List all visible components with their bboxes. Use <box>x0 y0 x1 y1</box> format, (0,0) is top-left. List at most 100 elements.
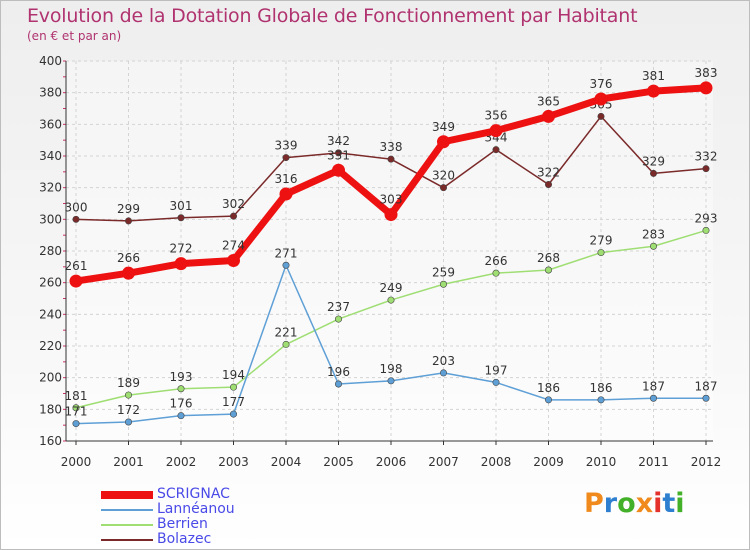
data-point-bolazec <box>544 181 552 189</box>
data-label-bolazec: 301 <box>170 199 193 213</box>
legend-label-bolazec: Bolazec <box>157 531 212 547</box>
data-label-lanneanou: 172 <box>117 403 140 417</box>
y-tick-label: 300 <box>39 212 62 226</box>
data-label-bolazec: 299 <box>117 202 140 216</box>
data-point-bolazec <box>230 212 238 220</box>
x-tick-label: 2011 <box>638 455 669 469</box>
logo-letter: o <box>617 488 636 519</box>
data-label-scrignac: 274 <box>222 239 245 253</box>
data-point-lanneanou <box>597 396 605 404</box>
logo-letter: t <box>662 488 676 519</box>
data-point-lanneanou <box>702 394 710 402</box>
data-point-lanneanou <box>492 378 500 386</box>
data-point-berrien <box>544 266 552 274</box>
data-label-bolazec: 302 <box>222 197 245 211</box>
data-label-berrien: 193 <box>170 370 193 384</box>
data-point-scrignac <box>437 135 450 149</box>
logo-letter: P <box>584 488 604 519</box>
data-point-berrien <box>597 249 605 257</box>
data-point-bolazec <box>387 155 395 163</box>
data-point-scrignac <box>647 84 660 98</box>
data-label-berrien: 194 <box>222 368 245 382</box>
legend-swatch-lanneanou <box>101 509 153 511</box>
data-label-lanneanou: 177 <box>222 395 245 409</box>
data-label-lanneanou: 176 <box>170 397 193 411</box>
data-point-lanneanou <box>72 420 80 428</box>
data-point-lanneanou <box>230 410 238 418</box>
data-label-berrien: 189 <box>117 376 140 390</box>
data-label-scrignac: 381 <box>642 69 665 83</box>
data-label-scrignac: 272 <box>170 242 193 256</box>
data-label-berrien: 268 <box>537 251 560 265</box>
data-point-scrignac <box>122 266 135 280</box>
data-label-bolazec: 338 <box>380 140 403 154</box>
data-point-bolazec <box>702 165 710 173</box>
data-label-berrien: 266 <box>485 254 508 268</box>
data-point-scrignac <box>69 274 83 288</box>
data-point-scrignac <box>332 163 345 177</box>
x-tick-label: 2002 <box>166 455 197 469</box>
data-point-bolazec <box>177 214 185 222</box>
data-point-scrignac <box>489 124 503 138</box>
data-point-lanneanou <box>544 396 552 404</box>
y-tick-label: 220 <box>39 339 62 353</box>
y-tick-label: 320 <box>39 181 62 195</box>
data-label-berrien: 283 <box>642 227 665 241</box>
x-tick-label: 2009 <box>533 455 564 469</box>
y-tick-label: 400 <box>39 54 62 68</box>
data-point-berrien <box>72 404 80 412</box>
data-label-lanneanou: 186 <box>590 381 613 395</box>
data-point-bolazec <box>72 215 80 223</box>
data-point-lanneanou <box>282 261 290 269</box>
data-label-bolazec: 332 <box>695 150 718 164</box>
legend-swatch-bolazec <box>101 539 153 541</box>
data-point-bolazec <box>282 154 290 162</box>
logo-letter: i <box>653 488 663 519</box>
data-point-scrignac <box>174 257 188 271</box>
data-label-lanneanou: 203 <box>432 354 455 368</box>
data-label-bolazec: 320 <box>432 169 455 183</box>
data-label-scrignac: 331 <box>327 148 350 162</box>
x-tick-label: 2006 <box>376 455 407 469</box>
chart-subtitle: (en € et par an) <box>27 29 122 43</box>
data-label-bolazec: 339 <box>275 139 298 153</box>
data-point-scrignac <box>384 208 398 222</box>
data-point-lanneanou <box>387 377 395 385</box>
data-label-berrien: 249 <box>380 281 403 295</box>
x-tick-label: 2012 <box>691 455 722 469</box>
data-point-berrien <box>230 383 238 391</box>
data-label-bolazec: 342 <box>327 134 350 148</box>
x-tick-label: 2004 <box>271 455 302 469</box>
y-tick-label: 380 <box>39 86 62 100</box>
y-tick-label: 360 <box>39 117 62 131</box>
y-tick-label: 280 <box>39 244 62 258</box>
y-tick-label: 240 <box>39 307 62 321</box>
data-label-lanneanou: 187 <box>695 379 718 393</box>
data-label-scrignac: 349 <box>432 120 455 134</box>
data-label-bolazec: 300 <box>65 200 88 214</box>
data-point-bolazec <box>649 169 657 177</box>
logo-letter: x <box>635 488 654 519</box>
data-point-berrien <box>177 385 185 393</box>
data-label-scrignac: 261 <box>65 259 88 273</box>
legend-label-lanneanou: Lannéanou <box>157 501 235 517</box>
data-point-berrien <box>702 226 710 234</box>
data-label-scrignac: 266 <box>117 251 140 265</box>
data-label-lanneanou: 196 <box>327 365 350 379</box>
data-point-berrien <box>282 340 290 348</box>
data-label-bolazec: 322 <box>537 166 560 180</box>
data-label-scrignac: 316 <box>275 172 298 186</box>
data-label-scrignac: 356 <box>485 109 508 123</box>
data-point-berrien <box>334 315 342 323</box>
x-tick-label: 2008 <box>481 455 512 469</box>
logo-letter: r <box>603 488 618 519</box>
x-tick-label: 2007 <box>428 455 459 469</box>
y-tick-label: 340 <box>39 149 62 163</box>
data-label-berrien: 259 <box>432 265 455 279</box>
y-tick-label: 160 <box>39 434 62 448</box>
chart-title: Evolution de la Dotation Globale de Fonc… <box>27 5 638 27</box>
data-label-lanneanou: 186 <box>537 381 560 395</box>
data-point-bolazec <box>125 217 133 225</box>
